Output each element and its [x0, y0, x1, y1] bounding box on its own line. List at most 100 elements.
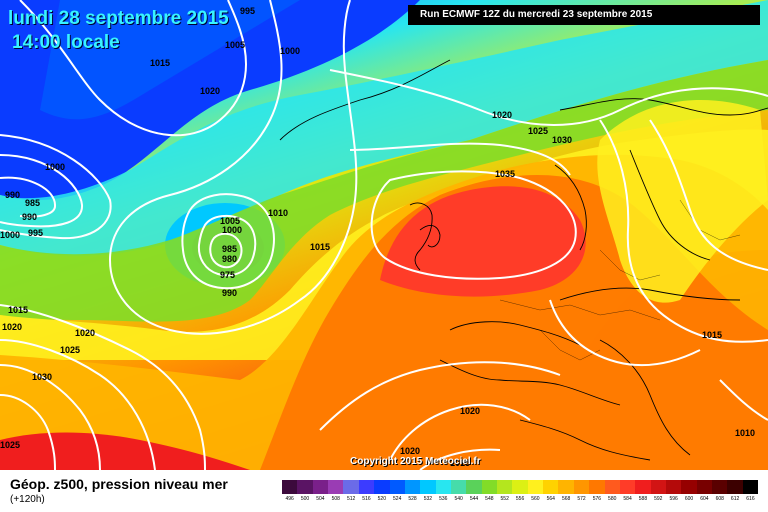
- colorbar-swatch: [343, 480, 359, 494]
- colorbar-swatch: [712, 480, 728, 494]
- geopotential-cyan-band: [0, 0, 768, 256]
- borders: [499, 199, 741, 361]
- colorbar-label: 504: [316, 496, 325, 502]
- colorbar-swatch: [358, 480, 375, 494]
- isobar-label: 1025: [0, 440, 20, 450]
- isobar-label: 1015: [310, 242, 330, 252]
- isobar-label: 1010: [735, 428, 755, 438]
- colorbar-label: 584: [623, 496, 632, 502]
- colorbar-label: 512: [346, 496, 356, 502]
- isobar-label: 1020: [400, 446, 420, 456]
- colorbar-label: 604: [700, 496, 709, 502]
- colorbar-labels: 496 500 504 508 512 516 520 524 528 532 536 540 544 5…: [282, 496, 758, 506]
- isobar-label: 1035: [495, 169, 515, 179]
- isobar-labels: 9951005100010151020100099098599099510001…: [0, 6, 755, 468]
- colorbar-swatch: [558, 480, 574, 494]
- colorbar-label: 588: [638, 496, 648, 502]
- colorbar-swatch: [681, 480, 697, 494]
- colorbar-label: 540: [454, 496, 463, 502]
- colorbar-swatch: [512, 480, 528, 494]
- isobar-label: 1025: [60, 345, 80, 355]
- isobar-label: 1000: [280, 46, 300, 56]
- colorbar-label: 616: [746, 496, 755, 502]
- colorbar-label: 548: [485, 496, 494, 502]
- isobar-label: 1000: [222, 225, 242, 235]
- colorbar-swatch: [435, 480, 451, 494]
- colorbar-swatch: [450, 480, 467, 494]
- colorbar-swatch: [481, 480, 498, 494]
- colorbar-label: 560: [531, 496, 540, 502]
- isobar-label: 1015: [450, 458, 470, 468]
- colorbar-label: 596: [669, 496, 678, 502]
- isobar-label: 980: [222, 254, 237, 264]
- colorbar-swatch: [374, 480, 390, 494]
- colorbar-label: 556: [515, 496, 525, 502]
- colorbar-label: 532: [423, 496, 433, 502]
- copyright: Copyright 2015 Meteociel.fr: [350, 456, 481, 467]
- colorbar-swatch: [727, 480, 743, 494]
- valid-time: 14:00 locale: [12, 32, 120, 53]
- isobar-label: 990: [5, 190, 20, 200]
- colorbar-label: 572: [577, 496, 586, 502]
- colorbar-swatch: [635, 480, 651, 494]
- colorbar-label: 612: [730, 496, 740, 502]
- colorbar-swatch: [543, 480, 559, 494]
- isobar-label: 1015: [702, 330, 722, 340]
- colorbar-label: 608: [715, 496, 724, 502]
- colorbar-swatch: [619, 480, 636, 494]
- isobar-label: 1010: [268, 208, 288, 218]
- isobar-label: 1005: [220, 216, 240, 226]
- isobar-label: 1030: [32, 372, 52, 382]
- colorbar-swatch: [742, 480, 759, 494]
- colorbar-swatch: [650, 480, 666, 494]
- isobar-label: 985: [222, 244, 237, 254]
- colorbar-swatch: [589, 480, 605, 494]
- isobar-label: 975: [220, 270, 235, 280]
- colorbar-label: 568: [561, 496, 571, 502]
- map-title: Géop. z500, pression niveau mer: [10, 476, 228, 492]
- isobar-label: 1000: [0, 230, 20, 240]
- colorbar-label: 576: [592, 496, 602, 502]
- isobar-label: 995: [28, 228, 43, 238]
- scandinavia-field: [597, 100, 768, 303]
- colorbar-swatch: [527, 480, 544, 494]
- run-info: Run ECMWF 12Z du mercredi 23 septembre 2…: [408, 5, 760, 25]
- isobar-label: 1020: [2, 322, 22, 332]
- colorbar-label: 508: [331, 496, 340, 502]
- colorbar-swatch: [604, 480, 620, 494]
- isobar-label: 1020: [460, 406, 480, 416]
- isobar-label: 1020: [75, 328, 95, 338]
- colorbar-swatch: [573, 480, 590, 494]
- colorbar-swatch: [389, 480, 405, 494]
- colorbar-label: 520: [377, 496, 386, 502]
- colorbar-swatch: [420, 480, 436, 494]
- isobar-label: 985: [25, 198, 40, 208]
- valid-date: lundi 28 septembre 2015: [8, 8, 229, 29]
- colorbar-swatch: [312, 480, 329, 494]
- isobars: [0, 0, 768, 470]
- colorbar-swatch: [665, 480, 682, 494]
- colorbar-label: 600: [684, 496, 694, 502]
- colorbar-label: 528: [408, 496, 417, 502]
- colorbar-label: 544: [469, 496, 479, 502]
- colorbar-swatch: [497, 480, 513, 494]
- isobar-label: 1015: [8, 305, 28, 315]
- isobar-label: 990: [22, 212, 37, 222]
- colorbar-label: 536: [439, 496, 448, 502]
- colorbar-swatch: [404, 480, 421, 494]
- colorbar-swatch: [282, 480, 298, 494]
- legend-footer: Géop. z500, pression niveau mer (+120h) …: [0, 470, 768, 512]
- isobar-label: 990: [222, 288, 237, 298]
- colorbar-label: 564: [546, 496, 555, 502]
- isobar-label: 1030: [552, 135, 572, 145]
- geopotential-green-band: [0, 60, 768, 322]
- colorbar-label: 552: [500, 496, 509, 502]
- lead-time: (+120h): [10, 494, 45, 505]
- isobar-label: 1020: [200, 86, 220, 96]
- geopotential-low-core: [40, 0, 300, 120]
- colorbar-swatch: [297, 480, 313, 494]
- weather-map: 9951005100010151020100099098599099510001…: [0, 0, 768, 470]
- isobar-label: 1025: [528, 126, 548, 136]
- isobar-label: 995: [240, 6, 255, 16]
- isobar-label: 1005: [225, 40, 245, 50]
